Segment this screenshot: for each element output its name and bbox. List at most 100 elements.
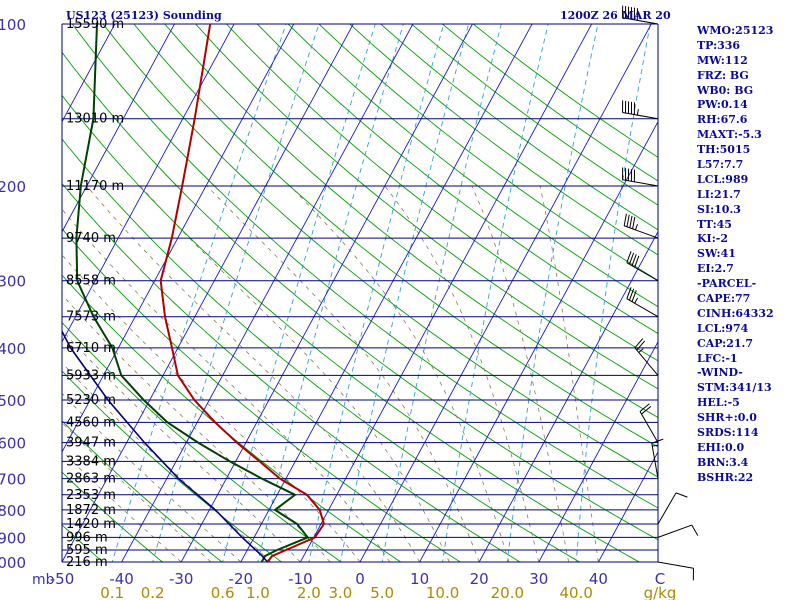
wind-barb-flag: [675, 492, 688, 498]
dry-adiabat: [62, 321, 343, 562]
pressure-tick-label: 600: [0, 435, 26, 453]
height-label: 8558 m: [66, 274, 116, 289]
pressure-tick-label: 400: [0, 340, 26, 358]
index-sw: SW:41: [697, 247, 736, 261]
moist-adiabat: [86, 185, 420, 562]
isotherm: [597, 450, 658, 562]
wind-barb-staff: [624, 225, 659, 239]
wind-barb-staff: [651, 443, 659, 479]
index-cap: CAP:21.7: [697, 336, 754, 350]
pressure-tick-label: 300: [0, 273, 26, 291]
wind-barb: [639, 403, 659, 443]
index-lcl: LCL:989: [697, 172, 749, 186]
index-lfc: LFC:-1: [697, 351, 738, 365]
index-hel: HEL:-5: [697, 396, 740, 410]
dry-adiabat: [62, 370, 283, 562]
wind-barb-flag: [636, 340, 646, 351]
height-label: 13010 m: [66, 112, 124, 127]
wind-barb-staff: [626, 262, 659, 282]
index-srds: SRDS:114: [697, 426, 759, 440]
index-shr: SHR+:0.0: [697, 411, 757, 425]
index-ki: KI:-2: [697, 232, 728, 246]
isotherm: [62, 24, 295, 453]
index-maxt: MAXT:-5.3: [697, 128, 762, 142]
mixing-ratio-lines: [111, 24, 651, 562]
index-wmo: WMO:25123: [697, 24, 774, 37]
mixing-ratio-line: [308, 24, 445, 562]
wind-barb-flag: [626, 251, 632, 263]
moist-adiabat: [471, 185, 569, 562]
moist-adiabat: [289, 185, 510, 562]
index-brn: BRN:3.4: [697, 455, 749, 469]
dry-adiabat: [71, 24, 658, 509]
moist-adiabat: [62, 362, 271, 562]
wind-barb-staff: [657, 524, 692, 538]
wind-barb-staff: [622, 179, 659, 187]
pressure-tick-label: 500: [0, 392, 26, 410]
wind-barb-flag: [628, 288, 635, 301]
mixing-ratio-label: 5.0: [370, 584, 394, 600]
height-label: 3384 m: [66, 454, 116, 469]
wind-barb-staff: [657, 492, 677, 525]
temperature-tick-label: 30: [529, 570, 548, 588]
wind-barb-flag: [631, 290, 637, 302]
temperature-tick-label: 40: [589, 570, 608, 588]
wind-barb: [657, 561, 694, 581]
index-th: TH:5015: [697, 143, 751, 157]
height-label: 3947 m: [66, 436, 116, 451]
wind-barb-flag: [628, 252, 635, 265]
wind-barb: [622, 167, 659, 187]
wind-barb-flag: [623, 213, 627, 226]
isotherm: [62, 24, 235, 343]
index-bshr: BSHR:22: [697, 470, 754, 484]
isotherms: [62, 24, 658, 562]
index-stm: STM:341/13: [697, 381, 772, 395]
index-tt: TT:45: [697, 217, 732, 231]
height-label: 1872 m: [66, 503, 116, 518]
mixing-ratio-line: [381, 24, 502, 562]
index-mw: MW:112: [697, 53, 748, 67]
wind-barb-flag: [626, 214, 630, 227]
isotherm: [478, 230, 658, 562]
wind-barbs: [622, 5, 699, 581]
isotherm: [359, 24, 652, 562]
index-li: LI:21.7: [697, 187, 741, 201]
height-label: 2353 m: [66, 488, 116, 503]
index-rh: RH:67.6: [697, 113, 748, 127]
mixing-ratio-label: 0.1: [100, 584, 124, 600]
height-label: 595 m: [66, 543, 108, 558]
height-label: 1420 m: [66, 517, 116, 532]
isobars: [61, 23, 659, 563]
index-tp: TP:336: [697, 38, 741, 52]
mixing-ratio-line: [111, 24, 287, 562]
temperature-tick-label: -40: [109, 570, 134, 588]
isotherm: [62, 24, 354, 562]
wind-barb-flag: [634, 255, 640, 268]
pressure-tick-label: 1000: [0, 554, 26, 572]
index-ei: EI:2.7: [697, 262, 734, 276]
index-si: SI:10.3: [697, 202, 741, 216]
temperature-tick-label: 20: [470, 570, 489, 588]
height-label: 11170 m: [66, 179, 124, 194]
wind-barb: [622, 100, 659, 120]
height-label: 7573 m: [66, 310, 116, 325]
wind-barb: [626, 251, 659, 282]
temperature-tick-label: -20: [229, 570, 254, 588]
wind-barb-staff: [639, 411, 659, 443]
height-label: 216 m: [66, 555, 108, 570]
temperature-tick-label: -10: [288, 570, 313, 588]
temperature-tick-label: 10: [410, 570, 429, 588]
isotherm: [299, 24, 593, 562]
index-parcel-lcl: LCL:974: [697, 321, 749, 335]
wind-barb-flag: [631, 254, 637, 266]
dry-adiabat: [102, 24, 658, 478]
wind-barb-staff: [622, 111, 659, 120]
wind-barb-half: [638, 348, 644, 353]
isotherm: [240, 24, 533, 562]
isotherm: [62, 24, 116, 123]
wind-barb: [626, 287, 659, 318]
mixing-ratio-label: 10.0: [426, 584, 459, 600]
station-title: US123 (25123) Sounding: [66, 9, 222, 22]
wind-barb-flag: [626, 287, 632, 299]
